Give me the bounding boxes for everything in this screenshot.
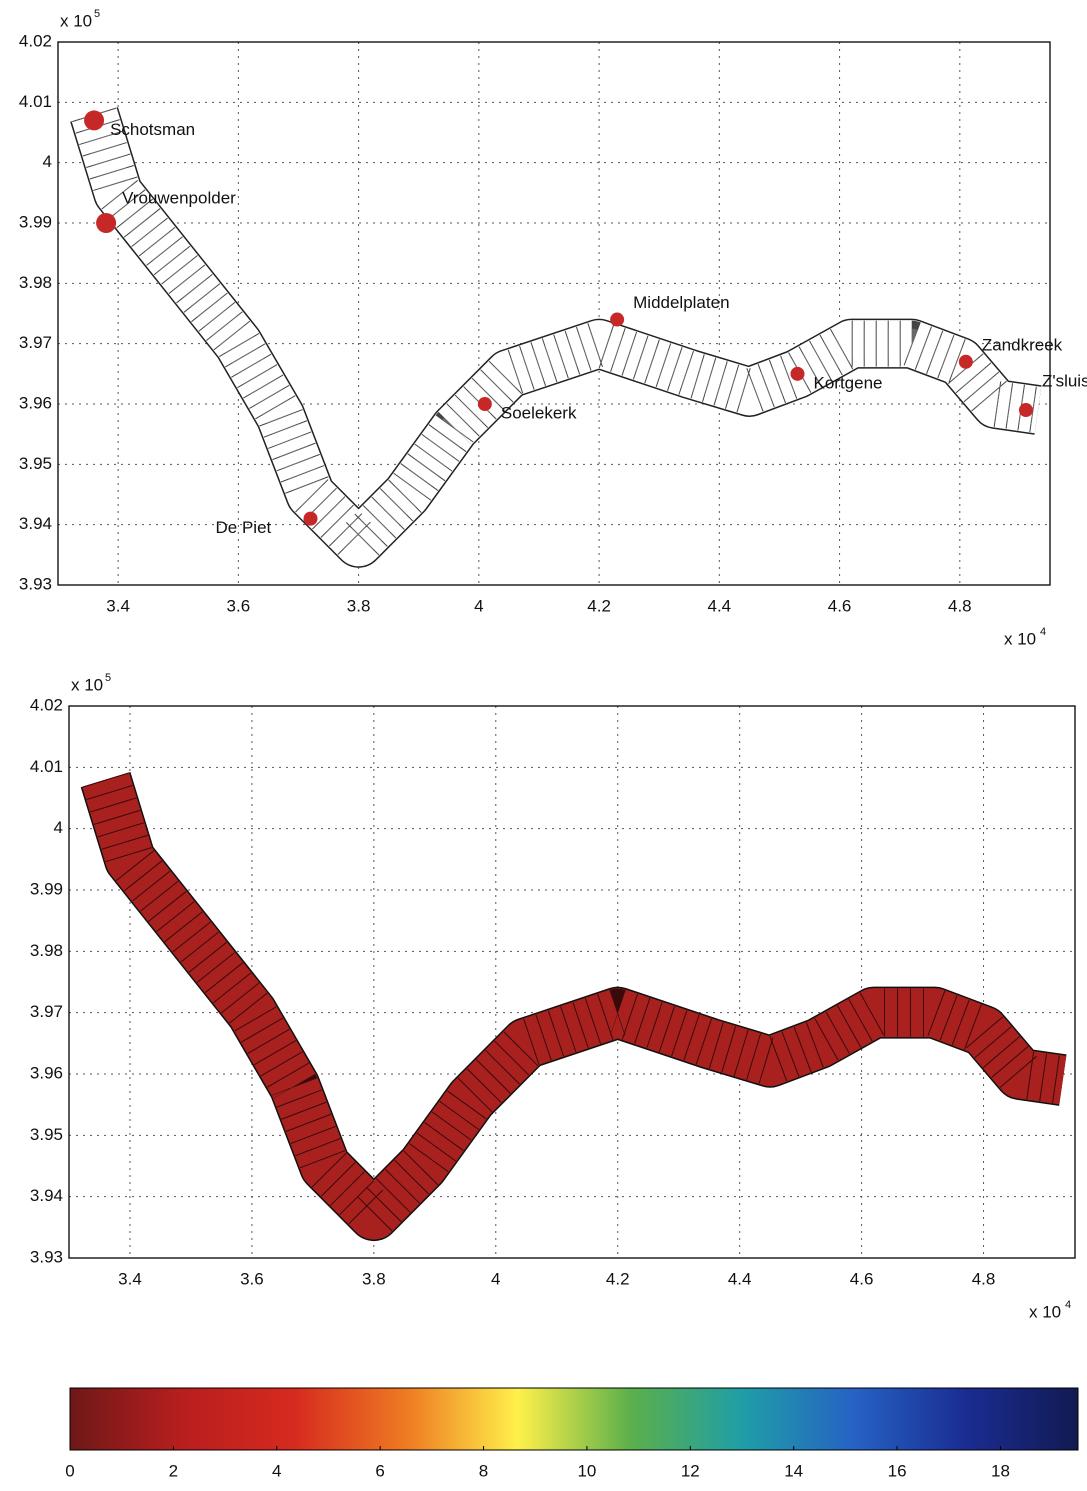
y-tick-label: 4.01: [19, 92, 52, 111]
station-label: Soelekerk: [501, 403, 577, 422]
station-label: Schotsman: [110, 120, 195, 139]
x-multiplier-exponent: 4: [1040, 626, 1046, 638]
y-tick-label: 3.97: [19, 333, 52, 352]
station-label: Vrouwenpolder: [122, 188, 236, 207]
x-tick-label: 4.6: [850, 1269, 874, 1288]
y-multiplier-exponent: 5: [105, 672, 111, 684]
station-point: [303, 511, 318, 526]
station-label: Zandkreek: [982, 335, 1063, 354]
x-tick-label: 0: [65, 1461, 74, 1480]
station-point: [610, 312, 625, 327]
x-tick-label: 8: [479, 1461, 488, 1480]
y-tick-label: 3.99: [30, 879, 63, 898]
y-tick-label: 4: [54, 818, 63, 837]
x-tick-label: 10: [577, 1461, 596, 1480]
x-tick-label: 14: [784, 1461, 803, 1480]
channel: [80, 771, 1067, 1242]
axes-frame: [57, 41, 1051, 586]
y-multiplier-exponent: 5: [94, 8, 100, 20]
x-tick-label: 4.2: [587, 596, 611, 615]
x-tick-label: 4.4: [708, 596, 732, 615]
x-tick-label: 4.4: [728, 1269, 752, 1288]
x-tick-label: 6: [375, 1461, 384, 1480]
axes-frame: [68, 705, 1076, 1259]
y-tick-label: 3.94: [19, 514, 52, 533]
x-tick-label: 4: [272, 1461, 281, 1480]
station-label: Kortgene: [813, 373, 882, 392]
station-point: [958, 354, 973, 369]
y-tick-label: 3.94: [30, 1186, 63, 1205]
x-tick-label: 4: [491, 1269, 500, 1288]
x-tick-label: 12: [681, 1461, 700, 1480]
station-point: [1018, 403, 1033, 418]
x-tick-label: 4: [474, 596, 483, 615]
station-point: [477, 397, 492, 411]
y-tick-label: 3.93: [30, 1247, 63, 1266]
y-tick-label: 3.93: [19, 574, 52, 593]
x-tick-label: 4.2: [606, 1269, 630, 1288]
x-multiplier-exponent: 4: [1065, 1299, 1071, 1311]
y-multiplier: x 10: [71, 675, 103, 694]
x-tick-label: 4.8: [948, 596, 972, 615]
y-tick-label: 3.98: [19, 273, 52, 292]
mesh-lines: [79, 110, 1041, 558]
x-tick-label: 18: [991, 1461, 1010, 1480]
y-tick-label: 3.95: [19, 454, 52, 473]
station-point: [790, 366, 805, 381]
station-label: Middelplaten: [633, 293, 729, 312]
y-tick-label: 3.95: [30, 1125, 63, 1144]
y-tick-label: 4.02: [30, 695, 63, 714]
y-tick-label: 4: [43, 152, 52, 171]
station-label: De Piet: [216, 518, 272, 537]
station-label: Z'sluis: [1042, 372, 1087, 391]
y-tick-label: 3.99: [19, 212, 52, 231]
x-tick-label: 3.8: [347, 596, 371, 615]
y-tick-label: 3.98: [30, 941, 63, 960]
y-tick-label: 4.02: [19, 31, 52, 50]
x-tick-label: 3.8: [362, 1269, 386, 1288]
x-multiplier: x 10: [1004, 629, 1036, 648]
colorbar: [69, 1387, 1079, 1451]
station-point: [96, 213, 117, 233]
y-multiplier: x 10: [60, 11, 92, 30]
x-tick-label: 3.6: [227, 596, 251, 615]
y-tick-label: 3.96: [30, 1063, 63, 1082]
mesh-fill: [82, 772, 1067, 1240]
x-tick-label: 4.8: [972, 1269, 996, 1288]
x-multiplier: x 10: [1029, 1302, 1061, 1321]
x-tick-label: 4.6: [828, 596, 852, 615]
y-tick-label: 3.97: [30, 1002, 63, 1021]
x-tick-label: 16: [888, 1461, 907, 1480]
x-tick-label: 3.4: [118, 1269, 142, 1288]
y-tick-label: 4.01: [30, 757, 63, 776]
x-tick-label: 2: [169, 1461, 178, 1480]
channel: [70, 107, 1042, 568]
y-tick-label: 3.96: [19, 393, 52, 412]
station-point: [84, 110, 105, 131]
x-tick-label: 3.4: [106, 596, 130, 615]
x-tick-label: 3.6: [240, 1269, 264, 1288]
